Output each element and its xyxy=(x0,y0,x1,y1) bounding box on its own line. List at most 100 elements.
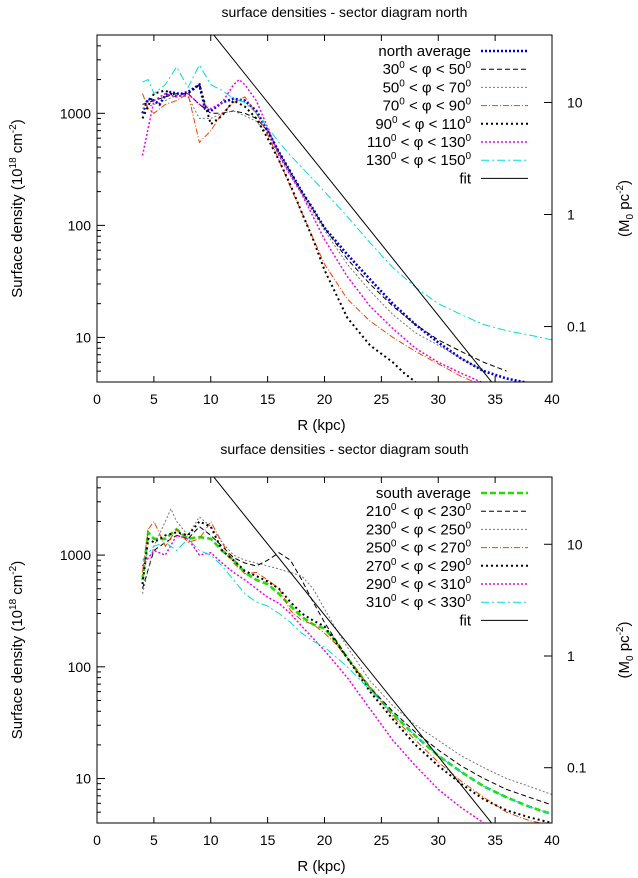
series-line-5 xyxy=(141,534,485,823)
legend-label-0: south average xyxy=(376,485,471,502)
legend-label-5: 2900 < φ < 3100 xyxy=(366,575,472,593)
x-tick-label-8: 40 xyxy=(544,391,560,407)
legend-label-text: 250 xyxy=(366,540,391,557)
legend-label-range: < φ < 50 xyxy=(405,61,466,78)
legend-label-degree: 0 xyxy=(391,557,397,568)
legend-label-degree: 0 xyxy=(391,593,397,604)
legend-label-6: 3100 < φ < 3300 xyxy=(366,593,472,611)
y-axis-label-unit: cm xyxy=(9,133,26,157)
chart-title: surface densities - sector diagram north xyxy=(222,4,468,20)
legend-label-degree: 0 xyxy=(465,502,471,513)
y-tick-label-2: 1000 xyxy=(60,547,91,563)
y2-axis-label: (M0 pc-2) xyxy=(615,180,636,237)
series-line-6 xyxy=(142,538,552,815)
x-tick-label-1: 5 xyxy=(150,832,158,848)
x-axis-label: R (kpc) xyxy=(297,417,345,434)
legend-label-3: 2500 < φ < 2700 xyxy=(366,539,472,557)
y2-axis-label-unit: pc xyxy=(616,635,633,656)
y-axis-label-close: ) xyxy=(9,119,26,124)
y-axis-label-unit: cm xyxy=(9,575,26,599)
legend-label-range: < φ < 70 xyxy=(405,79,466,96)
x-tick-label-1: 5 xyxy=(150,391,158,407)
y2-axis-label-text: (M xyxy=(616,661,633,679)
x-tick-label-3: 15 xyxy=(260,832,276,848)
series-line-1 xyxy=(142,525,552,806)
chart-north: surface densities - sector diagram north… xyxy=(8,4,636,434)
x-tick-label-3: 15 xyxy=(260,391,276,407)
legend-label-degree: 0 xyxy=(465,151,471,162)
legend-label-degree: 0 xyxy=(465,115,471,126)
legend-label-text: 70 xyxy=(383,98,400,115)
legend-label-degree: 0 xyxy=(465,78,471,89)
y-axis-label: Surface density (1018 cm-2) xyxy=(8,119,26,297)
legend-label-degree: 0 xyxy=(399,60,405,71)
x-tick-label-4: 20 xyxy=(317,391,333,407)
legend-label-text: 310 xyxy=(366,594,391,611)
legend-label-degree: 0 xyxy=(391,151,397,162)
x-tick-label-4: 20 xyxy=(317,832,333,848)
legend-label-degree: 0 xyxy=(391,502,397,513)
legend-label-degree: 0 xyxy=(399,97,405,108)
legend-label-range: < φ < 230 xyxy=(396,503,465,520)
series-line-5 xyxy=(141,78,483,382)
legend-label-6: 1300 < φ < 1500 xyxy=(366,151,472,169)
y2-axis-label-subscript: 0 xyxy=(625,213,636,219)
legend-label-text: 270 xyxy=(366,558,391,575)
legend-label-degree: 0 xyxy=(391,575,397,586)
y-axis-label: Surface density (1018 cm-2) xyxy=(8,561,26,739)
y2-axis-label-subscript: 0 xyxy=(625,655,636,661)
legend-label-7: fit xyxy=(459,612,472,629)
y2-axis-label-close: ) xyxy=(616,622,633,627)
y2-axis-label-unit-exponent: -2 xyxy=(615,185,626,194)
x-tick-label-6: 30 xyxy=(430,391,446,407)
legend-label-degree: 0 xyxy=(391,520,397,531)
legend-label-text: 50 xyxy=(383,79,400,96)
x-tick-label-7: 35 xyxy=(487,832,503,848)
legend-label-4: 900 < φ < 1100 xyxy=(375,115,471,133)
legend-label-range: < φ < 90 xyxy=(405,98,466,115)
y-axis-label-unit-exponent: -2 xyxy=(8,124,19,133)
legend-label-range: < φ < 130 xyxy=(396,134,465,151)
y2-tick-label-2: 10 xyxy=(567,536,583,552)
y-axis-label-close: ) xyxy=(9,561,26,566)
y2-axis-label-unit-exponent: -2 xyxy=(615,626,626,635)
legend-label-text: 90 xyxy=(375,116,392,133)
series-line-7 xyxy=(213,477,493,823)
chart-title: surface densities - sector diagram south xyxy=(220,441,468,457)
legend-label-degree: 0 xyxy=(391,133,397,144)
legend-label-degree: 0 xyxy=(465,133,471,144)
legend-label-degree: 0 xyxy=(465,575,471,586)
legend-label-4: 2700 < φ < 2900 xyxy=(366,557,472,575)
legend-label-range: < φ < 310 xyxy=(396,576,465,593)
y-axis-label-text: Surface density (10 xyxy=(9,168,26,297)
legend-label-7: fit xyxy=(459,170,472,187)
series-line-7 xyxy=(213,35,493,382)
legend-label-range: < φ < 150 xyxy=(396,152,465,169)
legend-label-text: 30 xyxy=(383,61,400,78)
legend-label-range: < φ < 290 xyxy=(396,558,465,575)
legend-label-degree: 0 xyxy=(465,97,471,108)
series-line-4 xyxy=(141,520,552,823)
y2-tick-label-1: 1 xyxy=(567,648,575,664)
y2-axis-label-unit: pc xyxy=(616,193,633,214)
legend-label-range: < φ < 330 xyxy=(396,594,465,611)
legend-label-range: < φ < 270 xyxy=(396,540,465,557)
y-tick-label-0: 10 xyxy=(75,771,91,787)
legend-label-text: south average xyxy=(376,485,471,502)
x-tick-label-2: 10 xyxy=(203,832,219,848)
chart-south: surface densities - sector diagram south… xyxy=(8,441,636,875)
legend-label-degree: 0 xyxy=(465,60,471,71)
x-tick-label-0: 0 xyxy=(93,832,101,848)
legend-label-degree: 0 xyxy=(465,557,471,568)
legend-label-text: 290 xyxy=(366,576,391,593)
legend-label-3: 700 < φ < 900 xyxy=(383,97,472,115)
legend-label-text: north average xyxy=(378,43,471,60)
y-tick-label-1: 100 xyxy=(68,217,92,233)
series-line-1 xyxy=(142,93,507,372)
y-axis-label-exponent: 18 xyxy=(8,598,19,610)
legend-label-degree: 0 xyxy=(391,539,397,550)
y-tick-label-0: 10 xyxy=(75,329,91,345)
y2-tick-label-1: 1 xyxy=(567,207,575,223)
